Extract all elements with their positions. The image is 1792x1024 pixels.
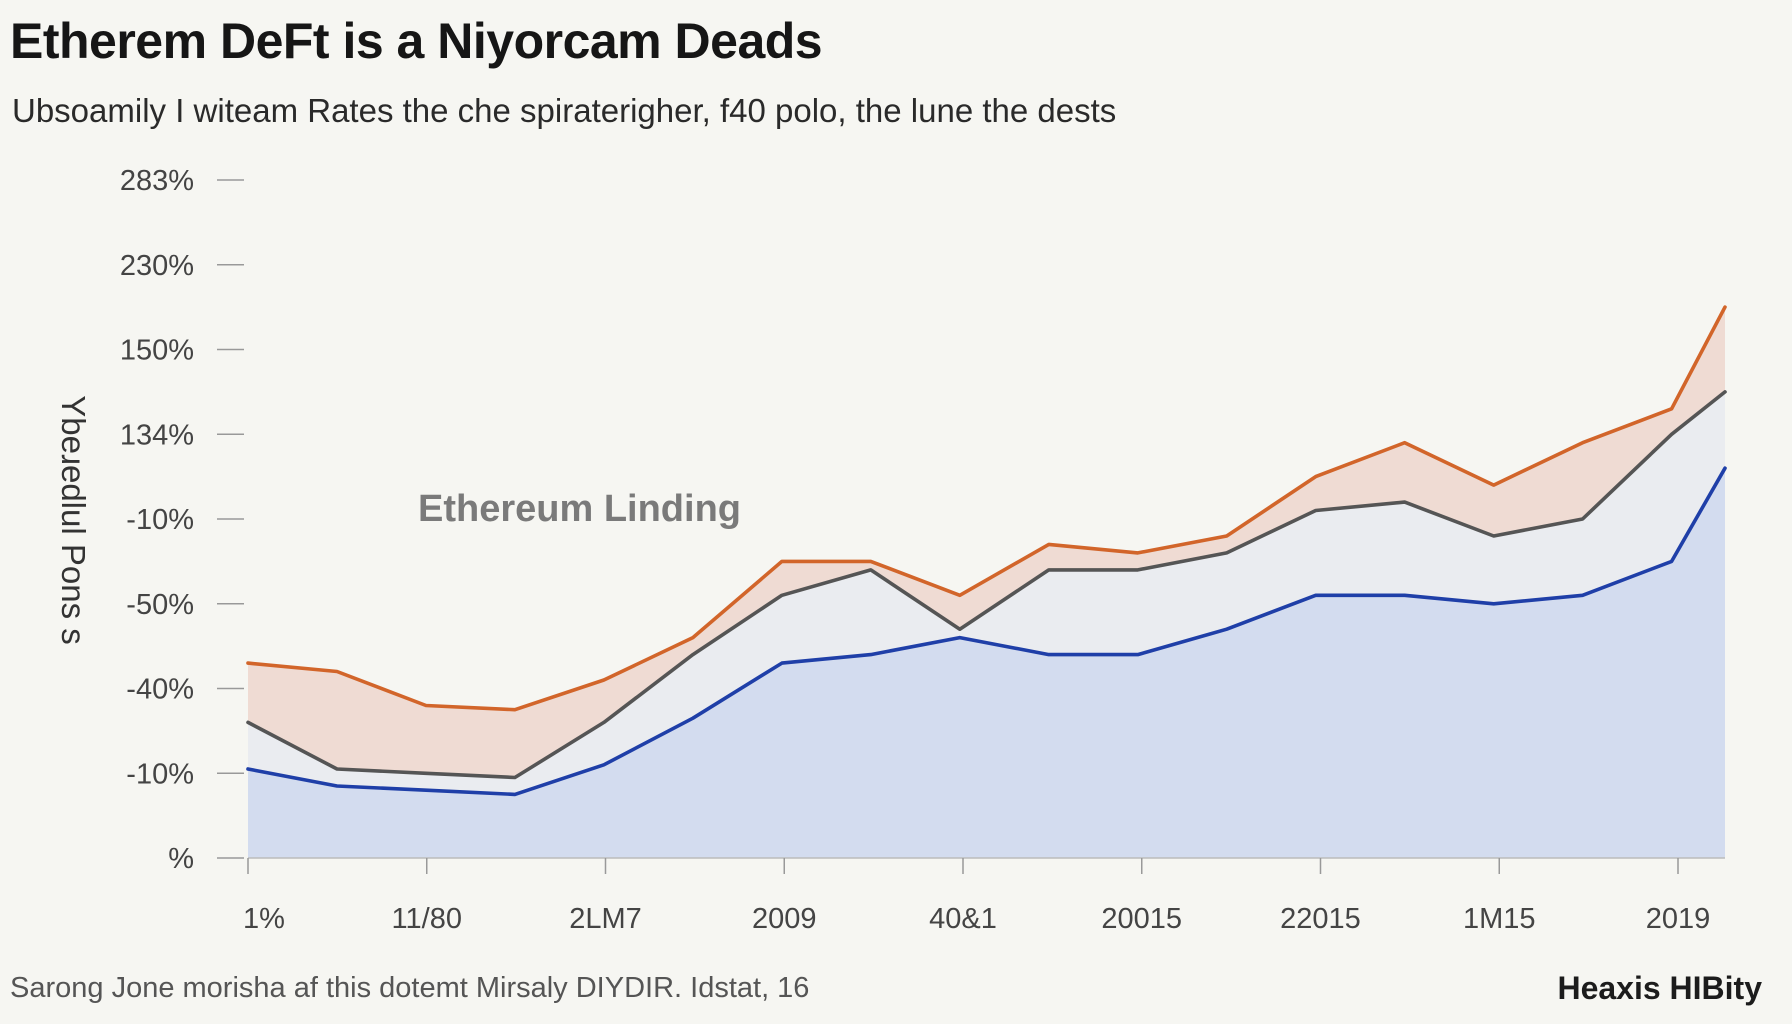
series-line-3	[246, 466, 1727, 797]
series-lines	[246, 305, 1727, 797]
x-tick-label: 2LM7	[569, 903, 642, 935]
y-tick-label: 230%	[120, 250, 194, 282]
y-tick-label: 283%	[120, 165, 194, 197]
series-line-1	[246, 305, 1727, 712]
chart-subtitle: Ubsoamily I witeam Rates the che spirate…	[12, 92, 1117, 129]
source-note: Sarong Jone morisha af this dotemt Mirsa…	[10, 972, 810, 1004]
series-line-2	[246, 390, 1727, 780]
brand-logo: Heaxis HIBity	[1557, 970, 1762, 1006]
x-axis: 1% 11/80 2LM7 2009 40&1 20015 22015 1M15 2019	[243, 857, 1725, 935]
band-fill-upper	[248, 307, 1725, 778]
x-tick-label: 2019	[1646, 903, 1711, 935]
area-fills	[248, 307, 1725, 858]
band-fill-lower	[248, 468, 1725, 858]
y-tick-label: -10%	[126, 758, 194, 790]
x-tick-label: 22015	[1280, 903, 1361, 935]
band-fill-middle	[248, 391, 1725, 795]
x-tick-label: 2009	[752, 903, 817, 935]
y-tick-label: -50%	[126, 589, 194, 621]
chart-annotation: Ethereum Linding	[418, 488, 741, 530]
y-axis: 283% 230% 150% 134% -10% -50% -40% -10%%	[120, 165, 244, 875]
x-tick-label: 20015	[1101, 903, 1182, 935]
y-tick-label: 134%	[120, 419, 194, 451]
x-tick-label: 1M15	[1463, 903, 1536, 935]
y-tick-label: -40%	[126, 674, 194, 706]
x-tick-label: 1%	[243, 903, 285, 935]
x-tick-label: 11/80	[392, 903, 462, 935]
y-tick-label: -10%	[126, 504, 194, 536]
x-tick-label: 40&1	[929, 903, 997, 935]
y-tick-label: %	[168, 843, 194, 875]
chart-title: Etherem DeFt is a Niyorcam Deads	[10, 13, 823, 69]
y-axis-label: Ybeɹedlul Pons s	[55, 395, 92, 644]
y-tick-label: 150%	[120, 335, 194, 367]
